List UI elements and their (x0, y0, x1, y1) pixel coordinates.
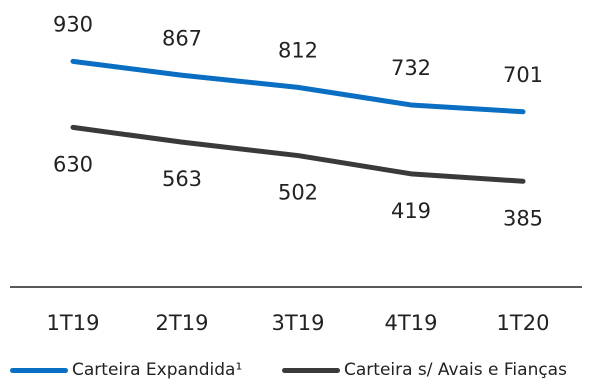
data-label-series-1-1T19: 930 (53, 12, 93, 36)
x-tick-label-1T19: 1T19 (47, 311, 100, 335)
legend-label-series-2: Carteira s/ Avais e Fianças (344, 360, 567, 380)
data-label-series-1-3T19: 812 (278, 38, 318, 62)
data-label-series-2-4T19: 419 (391, 199, 431, 223)
legend-label-series-1: Carteira Expandida¹ (72, 360, 243, 380)
legend-swatch-series-1 (10, 367, 68, 373)
data-label-series-1-1T20: 701 (503, 63, 543, 87)
legend-swatch-series-2 (282, 367, 340, 373)
legend: Carteira Expandida¹ Carteira s/ Avais e … (0, 357, 592, 383)
legend-item-series-2: Carteira s/ Avais e Fianças (282, 357, 567, 383)
data-label-series-2-3T19: 502 (278, 181, 318, 205)
series-layer (70, 58, 526, 184)
data-labels-layer: 930 867 812 732 701 630 563 502 419 385 (53, 12, 543, 230)
data-label-series-2-1T19: 630 (53, 152, 93, 176)
data-label-series-1-4T19: 732 (391, 56, 431, 80)
series-line-2 (70, 124, 526, 184)
legend-item-series-1: Carteira Expandida¹ (10, 357, 242, 383)
data-label-series-2-1T20: 385 (503, 206, 543, 230)
series-line-1 (70, 58, 526, 115)
line-chart: 930 867 812 732 701 630 563 502 419 385 1T19 2T19 3… (10, 12, 582, 335)
x-tick-label-2T19: 2T19 (156, 311, 209, 335)
data-label-series-1-2T19: 867 (162, 26, 202, 50)
x-tick-labels-layer: 1T19 2T19 3T19 4T19 1T20 (47, 311, 550, 335)
x-tick-label-1T20: 1T20 (497, 311, 550, 335)
data-label-series-2-2T19: 563 (162, 167, 202, 191)
x-tick-label-3T19: 3T19 (272, 311, 325, 335)
x-tick-label-4T19: 4T19 (385, 311, 438, 335)
